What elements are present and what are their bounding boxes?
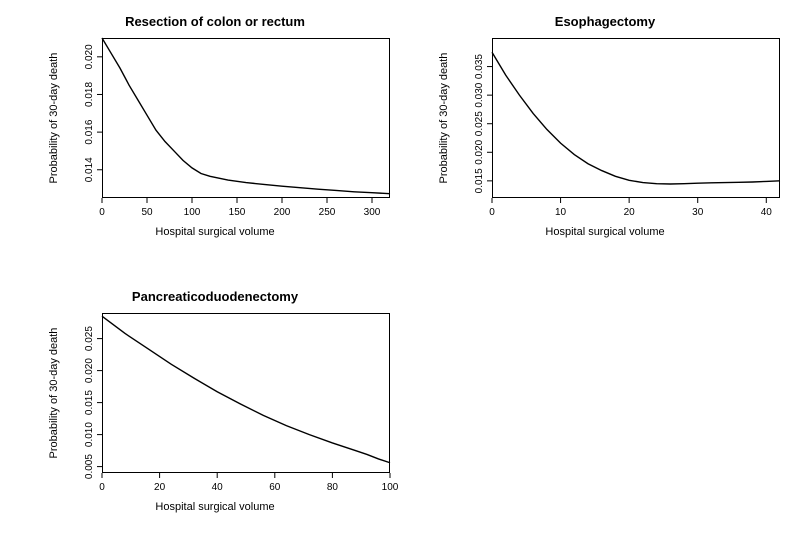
svg-text:60: 60 — [269, 482, 281, 493]
svg-text:0.030: 0.030 — [474, 82, 485, 107]
panel-pancr-curve — [102, 316, 390, 463]
panel-pancr-plot: 020406080100 0.0050.0100.0150.0200.025 — [102, 313, 390, 473]
panel-pancr-frame — [103, 314, 390, 473]
svg-text:0.020: 0.020 — [84, 44, 95, 69]
panel-colon-curve — [102, 38, 390, 194]
svg-text:20: 20 — [154, 482, 166, 493]
svg-text:300: 300 — [364, 207, 381, 218]
svg-text:0.015: 0.015 — [84, 390, 95, 415]
svg-text:100: 100 — [184, 207, 201, 218]
panel-colon-ylabel: Probability of 30-day death — [48, 38, 60, 198]
svg-text:40: 40 — [761, 207, 773, 218]
svg-text:0.025: 0.025 — [474, 111, 485, 136]
panel-esoph-title: Esophagectomy — [420, 14, 790, 29]
svg-text:0.015: 0.015 — [474, 168, 485, 193]
svg-text:0.020: 0.020 — [84, 358, 95, 383]
svg-text:0.016: 0.016 — [84, 119, 95, 144]
svg-text:0.035: 0.035 — [474, 54, 485, 79]
panel-esoph-yticks: 0.015 0.020 0.025 0.030 0.035 — [474, 54, 492, 194]
panel-colon-xticks: 0 50 100 150 200 250 300 — [99, 198, 381, 218]
panel-esoph-ylabel: Probability of 30-day death — [438, 38, 450, 198]
panel-pancr-xlabel: Hospital surgical volume — [30, 501, 400, 513]
svg-text:10: 10 — [555, 207, 567, 218]
panel-colon-frame — [103, 39, 390, 198]
panel-colon: Resection of colon or rectum 05010015020… — [30, 10, 400, 260]
svg-text:0: 0 — [489, 207, 495, 218]
svg-text:0.018: 0.018 — [84, 82, 95, 107]
svg-text:0.020: 0.020 — [474, 139, 485, 164]
panel-pancr: Pancreaticoduodenectomy 020406080100 0.0… — [30, 285, 400, 535]
panel-pancr-ylabel: Probability of 30-day death — [48, 313, 60, 473]
svg-text:80: 80 — [327, 482, 339, 493]
svg-text:200: 200 — [274, 207, 291, 218]
panel-colon-yticks: 0.014 0.016 0.018 0.020 — [84, 44, 102, 182]
svg-text:20: 20 — [624, 207, 636, 218]
svg-text:0: 0 — [99, 207, 105, 218]
svg-text:0.025: 0.025 — [84, 326, 95, 351]
svg-text:30: 30 — [692, 207, 704, 218]
svg-text:0: 0 — [99, 482, 105, 493]
panel-esoph-plot: 010203040 0.0150.0200.0250.0300.035 — [492, 38, 780, 198]
panel-pancr-xticks: 0 20 40 60 80 100 — [99, 473, 399, 493]
svg-text:40: 40 — [212, 482, 224, 493]
panel-esoph-xlabel: Hospital surgical volume — [420, 226, 790, 238]
svg-text:50: 50 — [141, 207, 153, 218]
panel-colon-xlabel: Hospital surgical volume — [30, 226, 400, 238]
panel-esoph-curve — [492, 52, 780, 184]
panel-colon-plot: 050100150200250300 0.0140.0160.0180.020 — [102, 38, 390, 198]
panel-colon-title: Resection of colon or rectum — [30, 14, 400, 29]
svg-text:0.005: 0.005 — [84, 454, 95, 479]
panel-pancr-title: Pancreaticoduodenectomy — [30, 289, 400, 304]
panel-esoph: Esophagectomy 010203040 0.0150.0200.0250… — [420, 10, 790, 260]
panel-esoph-frame — [493, 39, 780, 198]
svg-text:0.014: 0.014 — [84, 157, 95, 182]
figure-root: Resection of colon or rectum 05010015020… — [0, 0, 800, 548]
svg-text:100: 100 — [382, 482, 399, 493]
panel-pancr-yticks: 0.005 0.010 0.015 0.020 0.025 — [84, 326, 102, 479]
panel-esoph-xticks: 0 10 20 30 40 — [489, 198, 772, 218]
svg-text:150: 150 — [229, 207, 246, 218]
svg-text:0.010: 0.010 — [84, 422, 95, 447]
svg-text:250: 250 — [319, 207, 336, 218]
